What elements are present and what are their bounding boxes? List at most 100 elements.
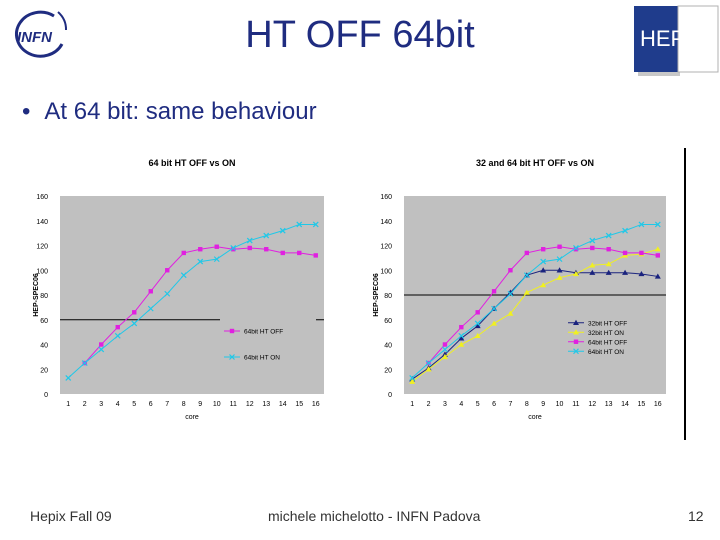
chart-2-y-tick-label: 120 [380,244,392,251]
chart-2-title: 32 and 64 bit HT OFF vs ON [476,158,594,168]
chart-1-y-tick-label: 40 [40,343,48,350]
chart-2-x-tick-label: 3 [443,401,447,408]
chart-2-series-4-point [638,221,645,228]
chart-2-series-4-point [622,227,628,234]
chart-1-series-2-point [279,227,286,234]
slide-title: HT OFF 64bit [245,14,475,56]
chart-1-title: 64 bit HT OFF vs ON [148,158,235,168]
chart-2-series-2-point [491,320,498,326]
chart-2-series-1-point [605,269,612,275]
chart-2-legend-marker [573,319,579,325]
chart-2-series-4-point [589,237,596,244]
chart-2-series-4-point [523,272,530,279]
chart-1-series-1-point [181,250,186,256]
chart-1-series-1-point [264,247,269,252]
chart-1-x-tick-label: 5 [132,401,136,408]
chart-1-x-tick-label: 10 [213,401,221,408]
chart-2-series-3-point [606,247,611,252]
chart-2-series-3-point [475,310,480,315]
chart-2-legend: 32bit HT OFF 32bit HT ON 64bit HT OFF 64bit… [564,316,644,358]
chart-2-x-tick-label: 8 [525,401,529,408]
chart-2-series-1-point [458,335,465,341]
chart-2-x-tick-label: 2 [427,401,431,408]
chart-2-series-4-point [605,232,612,239]
chart-2-y-tick-label: 140 [380,219,392,226]
chart-2-x-tick-label: 14 [621,401,629,408]
chart-1-x-tick-label: 14 [279,401,287,408]
slide-number: 12 [688,508,704,524]
chart-2-series-3-point [573,247,579,252]
chart-2-series-3-point [540,247,546,252]
chart-1-series-2-point [230,245,237,251]
chart-2-x-tick-label: 6 [492,401,496,408]
chart-1-y-axis-label: HEP-SPEC06 [33,273,40,317]
chart-2-y-tick-label: 0 [388,392,392,399]
chart-2-x-tick-label: 13 [605,401,613,408]
chart-1-series-2-point [296,221,303,228]
chart-1-series-2-point [213,256,220,263]
chart-2-series-4-point [409,374,416,381]
chart-1-legend-label: 64bit HT OFF [244,329,283,336]
chart-2-x-tick-label: 12 [588,401,596,408]
chart-1-y-tick-label: 0 [44,392,48,399]
chart-2-series-3-point [459,324,464,330]
chart-2-series-2-point [605,261,612,267]
chart-2-y-tick-label: 20 [384,367,392,374]
chart-2-y-tick-label: 80 [384,293,392,300]
chart-1-series-1-point [297,250,302,256]
chart-64bit-ht: 64 bit HT OFF vs ON 0 20 40 60 80 100 120 140 160… [33,158,324,421]
chart-2-series-4-point [540,258,547,265]
chart-1-series-2-line [67,223,316,379]
chart-1-x-tick-label: 7 [165,401,169,408]
chart-1-series-1-point [148,289,153,294]
chart-2-series-2-point [409,378,416,384]
chart-2-series-2-point [654,246,661,252]
chart-2-series-2-point [556,274,563,280]
chart-2-series-1-point [654,273,661,279]
chart-2-y-tick-label: 100 [380,268,392,275]
chart-2-series-1-point [622,269,629,275]
chart-1-x-tick-label: 2 [83,401,87,408]
chart-2-series-2-point [572,270,579,277]
chart-1-legend-label: 64bit HT ON [244,355,280,362]
chart-2-series-4-point [442,346,448,353]
chart-1-series-2-point [180,272,187,279]
chart-1-series-1-point [214,244,219,249]
chart-1-series-1-point [280,250,285,256]
chart-2-legend-marker [573,348,579,355]
chart-1-x-tick-label: 8 [182,401,186,408]
chart-2-series-4-point [425,360,432,366]
chart-1-series-1-point [247,245,252,251]
chart-2-series-1-point [540,267,547,273]
chart-1-x-tick-label: 11 [230,401,237,408]
chart-1-series-2 [65,221,319,381]
chart-1-series-2-point [114,332,121,339]
chart-2-series-2-point [474,332,481,339]
chart-2-series-1-line [411,269,658,380]
chart-2-series-4-point [654,221,661,228]
chart-1-x-tick-label: 15 [295,401,303,408]
chart-2-series-2-point [458,341,465,347]
chart-2-y-tick-label: 40 [384,343,392,350]
chart-1-legend-marker [229,328,235,334]
chart-2-y-tick-label: 160 [380,194,392,201]
chart-2-series-3-point [508,268,513,273]
chart-2-series-4-point [491,305,497,312]
chart-1-x-tick-label: 4 [116,401,120,408]
chart-1-x-tick-label: 13 [262,401,270,408]
chart-32-64bit-ht: 32 and 64 bit HT OFF vs ON02040608010012… [373,158,666,421]
chart-1-y-tick-label: 100 [36,268,48,275]
chart-1-legend: 64bit HT OFF 64bit HT ON [220,316,316,372]
chart-2-x-tick-label: 1 [410,401,414,408]
chart-2-x-tick-label: 5 [476,401,480,408]
chart-1-legend-marker [229,354,235,360]
chart-1-series-2-point [81,360,88,366]
chart-1-series-1 [82,244,318,366]
chart-1-y-tick-label: 80 [40,293,48,300]
chart-2-series-1-point [474,322,481,329]
chart-2-x-tick-label: 16 [654,401,662,408]
chart-1-series-2-point [312,221,319,228]
chart-1-y-tick-label: 60 [40,318,48,325]
chart-2-series-4-point [573,245,579,251]
chart-2-series-1-point [589,269,596,275]
